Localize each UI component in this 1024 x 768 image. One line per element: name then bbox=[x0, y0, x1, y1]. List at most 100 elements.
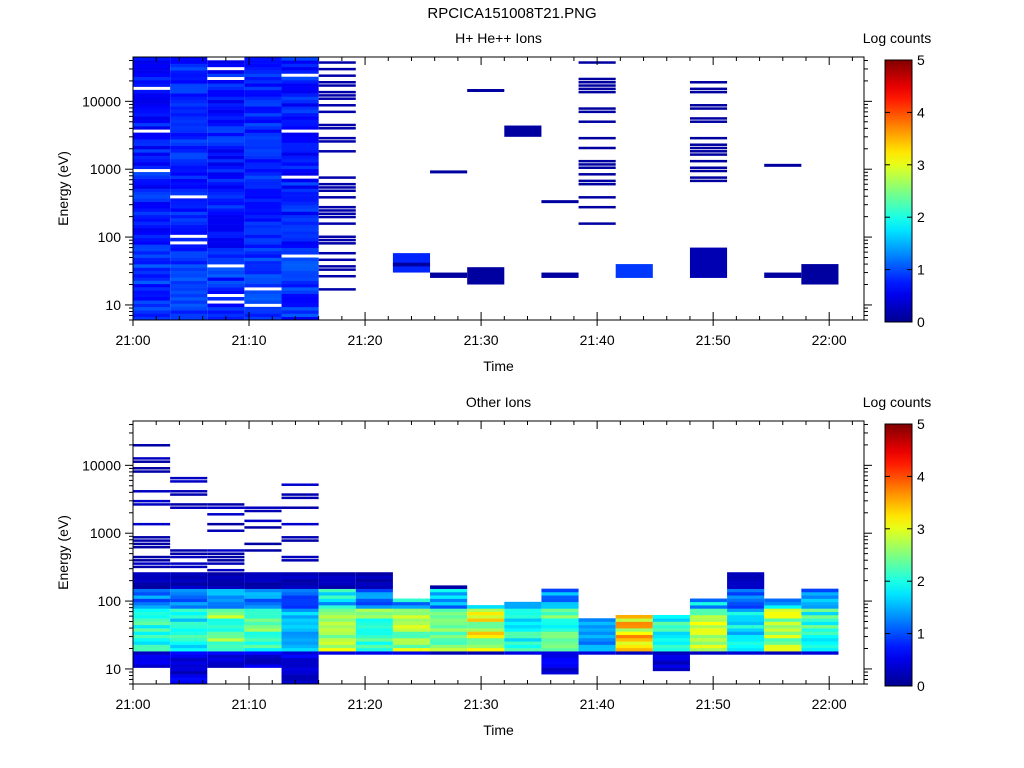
heatmap-cells bbox=[133, 444, 839, 684]
heatmap-cell bbox=[244, 204, 282, 209]
heatmap-cell bbox=[467, 631, 505, 635]
heatmap-cell bbox=[244, 526, 282, 529]
heatmap-cell bbox=[281, 280, 319, 285]
heatmap-cell bbox=[133, 181, 171, 186]
heatmap-cell bbox=[244, 135, 282, 140]
heatmap-cell bbox=[727, 631, 765, 635]
heatmap-cell bbox=[727, 644, 765, 649]
heatmap-cell bbox=[133, 490, 171, 493]
heatmap-cell bbox=[318, 611, 356, 616]
heatmap-cell bbox=[244, 644, 282, 649]
heatmap-cell bbox=[764, 628, 802, 632]
heatmap-cell bbox=[727, 595, 765, 599]
heatmap-cell bbox=[133, 188, 171, 193]
heatmap-cell bbox=[207, 178, 245, 183]
heatmap-cell bbox=[170, 270, 208, 275]
heatmap-cell bbox=[244, 201, 282, 206]
heatmap-cell bbox=[244, 142, 282, 147]
heatmap-cell bbox=[133, 313, 171, 318]
heatmap-cell bbox=[541, 634, 579, 639]
heatmap-cell bbox=[207, 641, 245, 645]
heatmap-cell bbox=[133, 280, 171, 285]
heatmap-cell bbox=[207, 201, 245, 206]
heatmap-cell bbox=[578, 637, 616, 642]
heatmap-cell bbox=[318, 74, 356, 77]
heatmap-cell bbox=[244, 624, 282, 629]
heatmap-cell bbox=[244, 80, 282, 84]
heatmap-cell bbox=[318, 588, 356, 593]
heatmap-cell bbox=[318, 578, 356, 583]
heatmap-cell bbox=[801, 628, 839, 632]
heatmap-cell bbox=[615, 634, 653, 639]
heatmap-cell bbox=[244, 158, 282, 163]
heatmap-cell bbox=[430, 595, 468, 599]
heatmap-cell bbox=[244, 119, 282, 124]
heatmap-cell bbox=[281, 296, 319, 301]
heatmap-cell bbox=[318, 251, 356, 255]
heatmap-cell bbox=[764, 605, 802, 609]
heatmap-cell bbox=[541, 618, 579, 622]
heatmap-cell bbox=[133, 310, 171, 314]
heatmap-cell bbox=[764, 637, 802, 642]
heatmap-cell bbox=[281, 660, 319, 665]
heatmap-cell bbox=[170, 287, 208, 291]
heatmap-cell bbox=[133, 582, 171, 586]
heatmap-cell bbox=[281, 575, 319, 580]
heatmap-cell bbox=[467, 618, 505, 622]
heatmap-cell bbox=[281, 109, 319, 114]
heatmap-cell bbox=[281, 149, 319, 153]
heatmap-cell bbox=[244, 509, 282, 513]
heatmap-cell bbox=[504, 637, 542, 642]
heatmap-cell bbox=[244, 244, 282, 248]
heatmap-cell bbox=[207, 80, 245, 84]
heatmap-cell bbox=[652, 654, 690, 658]
heatmap-cell bbox=[281, 234, 319, 239]
heatmap-cell bbox=[430, 585, 468, 589]
heatmap-cell bbox=[281, 231, 319, 235]
heatmap-cell bbox=[578, 634, 616, 639]
heatmap-cell bbox=[170, 664, 208, 668]
heatmap-cell bbox=[430, 651, 468, 655]
heatmap-cell bbox=[764, 651, 802, 655]
heatmap-cell bbox=[133, 158, 171, 163]
heatmap-cell bbox=[281, 522, 319, 526]
heatmap-cell bbox=[467, 637, 505, 642]
heatmap-cell bbox=[281, 158, 319, 163]
heatmap-cell bbox=[170, 218, 208, 222]
heatmap-cell bbox=[578, 107, 616, 110]
heatmap-cell bbox=[170, 250, 208, 255]
heatmap-cell bbox=[281, 139, 319, 143]
heatmap-cell bbox=[244, 641, 282, 645]
y-tick-label: 10000 bbox=[82, 93, 121, 109]
heatmap-cell bbox=[133, 270, 171, 275]
heatmap-cell bbox=[615, 647, 653, 652]
colorbar-tick-label: 3 bbox=[917, 157, 925, 173]
heatmap-cell bbox=[689, 624, 728, 629]
heatmap-cell bbox=[541, 614, 579, 619]
heatmap-cell bbox=[578, 647, 616, 652]
heatmap-cell bbox=[170, 70, 208, 74]
heatmap-cell bbox=[281, 181, 319, 186]
heatmap-cell bbox=[207, 306, 245, 311]
heatmap-cell bbox=[689, 90, 728, 94]
heatmap-cell bbox=[281, 637, 319, 642]
heatmap-cell bbox=[615, 637, 653, 642]
heatmap-cell bbox=[281, 664, 319, 668]
heatmap-cell bbox=[652, 647, 690, 652]
heatmap-cell bbox=[170, 165, 208, 170]
heatmap-cell bbox=[689, 153, 728, 156]
heatmap-cell bbox=[504, 621, 542, 626]
heatmap-cell bbox=[170, 132, 208, 137]
heatmap-cell bbox=[430, 634, 468, 639]
heatmap-cell bbox=[355, 624, 393, 629]
heatmap-cell bbox=[207, 96, 245, 101]
heatmap-cell bbox=[207, 605, 245, 609]
heatmap-cell bbox=[244, 96, 282, 101]
heatmap-cell bbox=[170, 135, 208, 140]
heatmap-cell bbox=[207, 158, 245, 163]
x-tick-label: 22:00 bbox=[812, 696, 847, 712]
heatmap-cell bbox=[541, 628, 579, 632]
heatmap-cell bbox=[133, 585, 171, 589]
heatmap-cell bbox=[170, 172, 208, 176]
heatmap-cell bbox=[207, 644, 245, 649]
